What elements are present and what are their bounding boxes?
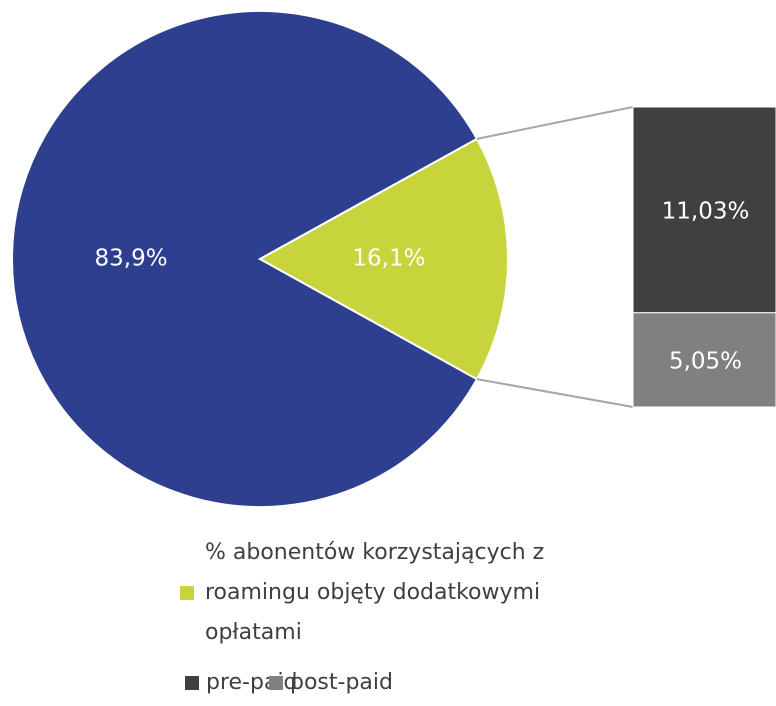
- pie-slice: [257, 137, 510, 381]
- pie-slice: [11, 10, 479, 508]
- legend-swatch: [185, 676, 199, 690]
- legend-label: pre-paid: [206, 670, 298, 695]
- connector: [476, 378, 634, 408]
- legend-swatch: [269, 676, 283, 690]
- data-label: 16,1%: [352, 246, 425, 272]
- bar-segment: [632, 312, 776, 408]
- data-label: 5,05%: [669, 348, 742, 374]
- legend-label: % abonentów korzystających z roamingu ob…: [205, 540, 545, 645]
- data-label: 83,9%: [95, 246, 168, 272]
- data-label: 11,03%: [662, 198, 750, 224]
- legend-swatch: [180, 586, 194, 600]
- bar-segment: [632, 106, 776, 314]
- connector: [476, 106, 634, 140]
- legend-label: post-paid: [290, 670, 393, 695]
